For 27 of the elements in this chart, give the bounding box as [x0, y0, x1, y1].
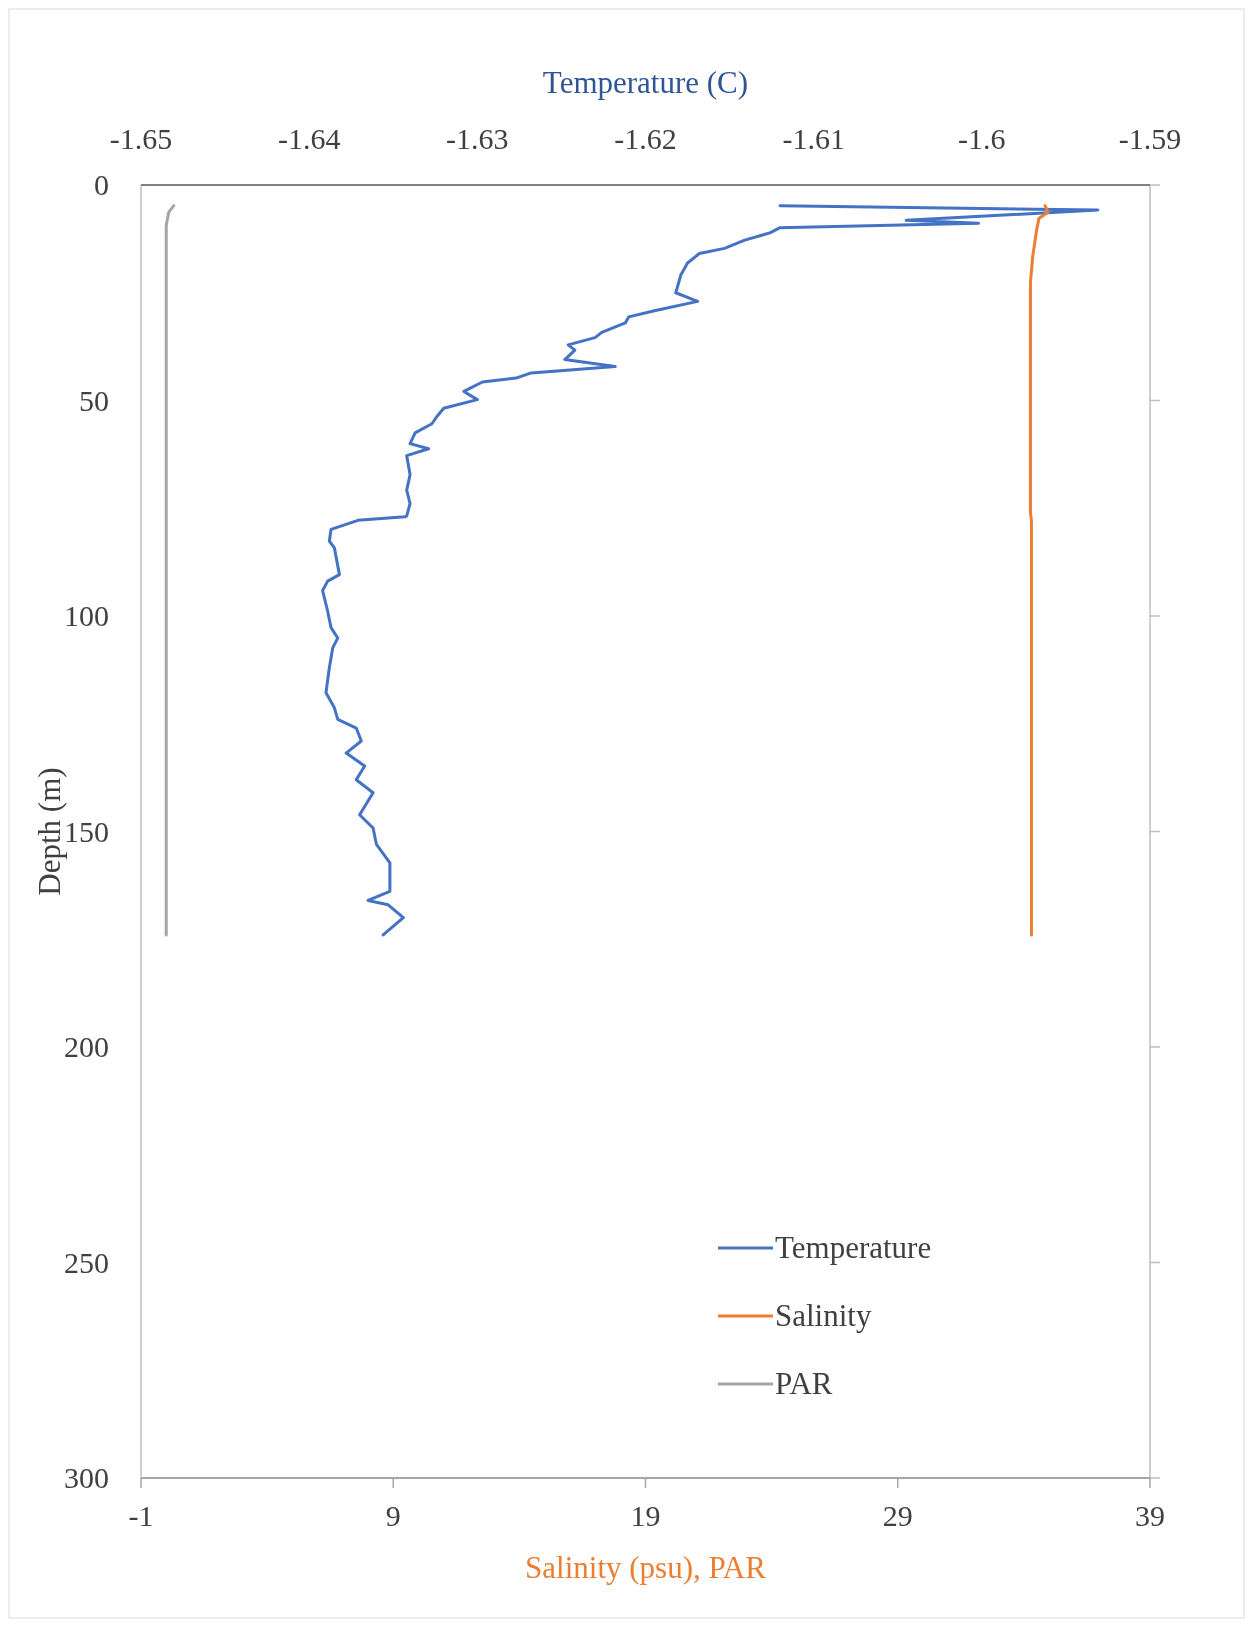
- x-tick-label: -1: [128, 1499, 154, 1532]
- x2-tick-label: -1.59: [1118, 122, 1182, 155]
- y-tick-label: 250: [64, 1245, 109, 1279]
- legend-label: Salinity: [775, 1298, 872, 1333]
- y-tick-label: 100: [64, 599, 109, 632]
- x-tick-label: 39: [1135, 1499, 1165, 1532]
- y-tick-label: 50: [79, 383, 109, 417]
- y-tick-label: 150: [64, 814, 109, 848]
- x2-tick-label: -1.65: [109, 122, 173, 155]
- x2-tick-label: -1.6: [958, 122, 1006, 155]
- x-tick-label: 19: [630, 1499, 661, 1532]
- x-tick-label: 9: [385, 1499, 401, 1532]
- y-axis-title: Depth (m): [32, 767, 67, 896]
- line-series: [164, 204, 176, 937]
- y-tick-label: 300: [64, 1461, 109, 1494]
- x2-tick-label: -1.62: [614, 122, 677, 155]
- y-tick-label: 200: [64, 1030, 109, 1063]
- x2-axis-title: Temperature (C): [542, 65, 749, 100]
- line-series: [1028, 204, 1050, 937]
- x-axis-title: Salinity (psu), PAR: [525, 1550, 767, 1585]
- x-tick-label: 29: [882, 1499, 913, 1532]
- x2-tick-label: -1.64: [277, 122, 341, 155]
- x2-tick-label: -1.61: [782, 122, 845, 155]
- legend-label: Temperature: [775, 1230, 932, 1265]
- legend-label: PAR: [775, 1366, 833, 1401]
- x2-tick-label: -1.63: [446, 122, 509, 155]
- y-tick-label: 0: [94, 168, 109, 201]
